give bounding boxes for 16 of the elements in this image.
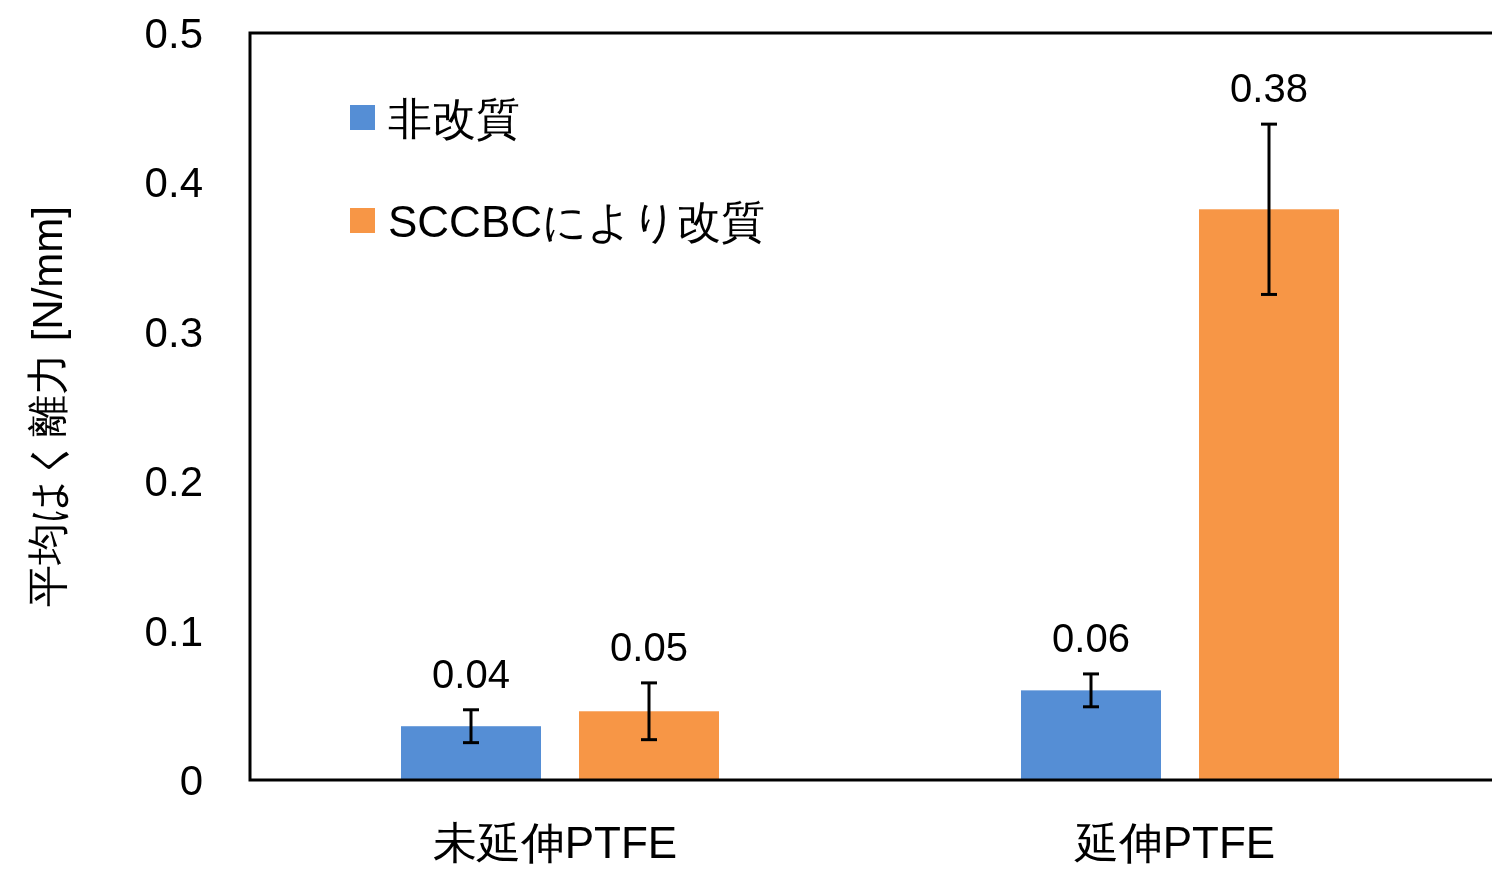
- y-tick-label: 0.1: [144, 607, 203, 655]
- legend-item: 非改質: [350, 94, 520, 143]
- y-tick-label: 0.5: [144, 10, 203, 57]
- data-label: 0.05: [610, 624, 688, 669]
- data-label: 0.04: [432, 651, 510, 696]
- y-tick-label: 0.3: [144, 308, 203, 356]
- x-tick-label: 未延伸PTFE: [432, 818, 678, 867]
- y-tick-label: 0.4: [144, 159, 203, 207]
- data-label: 0.06: [1052, 615, 1130, 660]
- y-axis-title: 平均はく離力 [N/mm]: [24, 206, 71, 607]
- data-label: 0.38: [1230, 66, 1308, 111]
- x-tick-label: 延伸PTFE: [1073, 818, 1276, 867]
- y-tick-label: 0.2: [144, 458, 203, 506]
- y-tick-label: 0: [179, 757, 203, 804]
- legend-label: 非改質: [388, 94, 520, 143]
- legend-item: SCCBCにより改質: [350, 197, 766, 246]
